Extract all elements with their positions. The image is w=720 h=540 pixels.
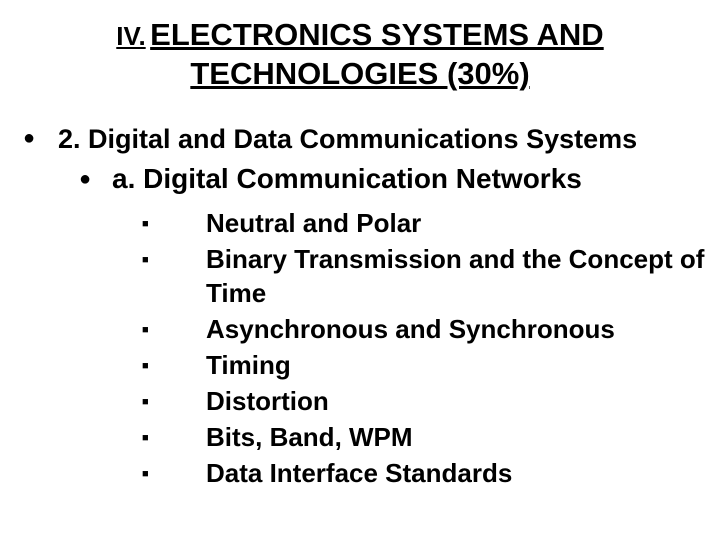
heading-line2: TECHNOLOGIES (30%) — [190, 56, 529, 91]
level1-item: ● 2. Digital and Data Communications Sys… — [0, 122, 720, 493]
level1-body: 2. Digital and Data Communications Syste… — [58, 122, 720, 493]
list-item: ■ Distortion — [134, 385, 720, 419]
square-bullet-icon: ■ — [134, 207, 206, 241]
slide-content: ● 2. Digital and Data Communications Sys… — [0, 94, 720, 493]
square-bullet-icon: ■ — [134, 457, 206, 491]
list-item-text: Distortion — [206, 385, 339, 419]
list-item: ■ Binary Transmission and the Concept of… — [134, 243, 720, 311]
disc-bullet-icon: ● — [58, 161, 112, 197]
level1-text: 2. Digital and Data Communications Syste… — [58, 122, 720, 157]
list-item-text: Timing — [206, 349, 301, 383]
list-item: ■ Neutral and Polar — [134, 207, 720, 241]
square-bullet-icon: ■ — [134, 385, 206, 419]
heading-line1: ELECTRONICS SYSTEMS AND — [150, 17, 604, 52]
list-item: ■ Data Interface Standards — [134, 457, 720, 491]
disc-bullet-icon: ● — [0, 122, 58, 154]
list-item: ■ Timing — [134, 349, 720, 383]
list-item-text: Data Interface Standards — [206, 457, 522, 491]
list-item: ■ Bits, Band, WPM — [134, 421, 720, 455]
level2-item: ● a. Digital Communication Networks — [58, 161, 720, 197]
slide-heading: IV. ELECTRONICS SYSTEMS AND TECHNOLOGIES… — [0, 0, 720, 94]
square-bullet-icon: ■ — [134, 421, 206, 455]
list-item: ■ Asynchronous and Synchronous — [134, 313, 720, 347]
list-item-text: Neutral and Polar — [206, 207, 431, 241]
level3-list: ■ Neutral and Polar ■ Binary Transmissio… — [58, 207, 720, 491]
square-bullet-icon: ■ — [134, 349, 206, 383]
list-item-text: Bits, Band, WPM — [206, 421, 423, 455]
square-bullet-icon: ■ — [134, 243, 206, 277]
heading-prefix: IV. — [116, 21, 145, 51]
level2-text: a. Digital Communication Networks — [112, 161, 582, 197]
list-item-text: Binary Transmission and the Concept of T… — [206, 243, 720, 311]
list-item-text: Asynchronous and Synchronous — [206, 313, 625, 347]
square-bullet-icon: ■ — [134, 313, 206, 347]
